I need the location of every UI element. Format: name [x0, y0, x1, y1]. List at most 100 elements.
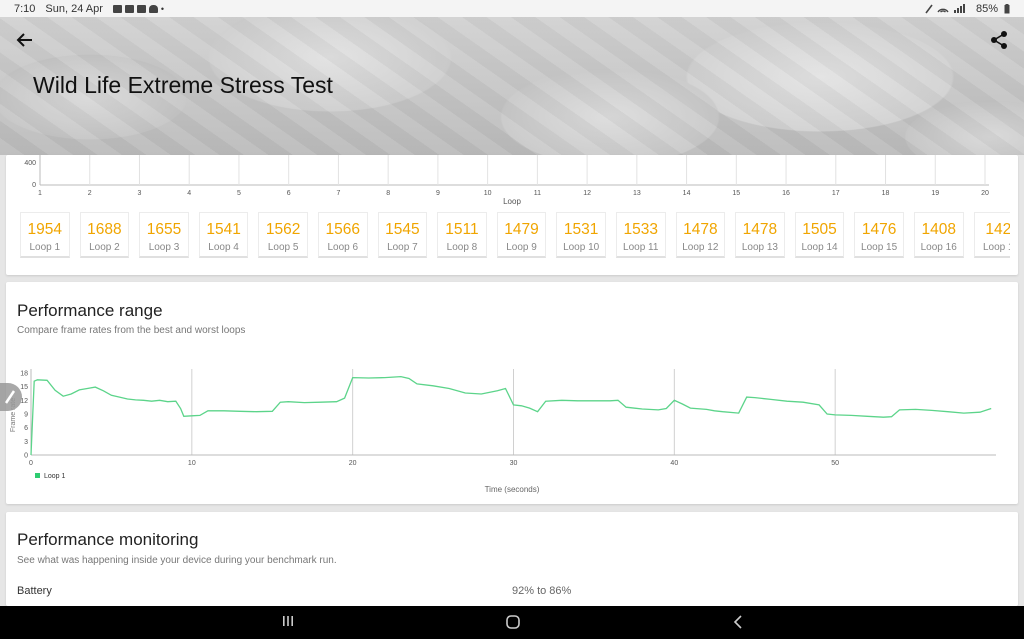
loop-label: Loop 8 [446, 242, 478, 253]
x-tick-label: 1 [38, 190, 42, 197]
loop-score: 1505 [802, 221, 837, 238]
y-tick-label: 400 [24, 160, 36, 167]
loop-score: 1545 [385, 221, 420, 238]
loop-tile[interactable]: 1505 Loop 14 [794, 212, 845, 258]
x-tick-label: 11 [534, 190, 541, 197]
x-tick-label: 8 [386, 190, 390, 197]
section-title: Performance range [17, 301, 163, 320]
loop-tile[interactable]: 1408 Loop 16 [913, 212, 964, 258]
x-tick-label: 17 [832, 190, 840, 197]
loop-label: Loop 7 [387, 242, 418, 253]
loop-tile[interactable]: 1478 Loop 13 [735, 212, 785, 258]
x-tick-label: 10 [188, 460, 196, 467]
loop-tile[interactable]: 1545 Loop 7 [377, 212, 428, 258]
chevron-left-icon [733, 615, 742, 629]
pencil-icon [4, 390, 16, 404]
x-tick-label: 30 [510, 460, 518, 467]
cloud-icon [148, 4, 158, 13]
loop-tile[interactable]: 1531 Loop 10 [556, 212, 606, 258]
section-title: Performance monitoring [17, 530, 199, 549]
loop-tile[interactable]: 142 Loop 1 [973, 212, 1010, 258]
loop-label: Loop 1 [29, 242, 61, 253]
x-tick-label: 4 [187, 190, 191, 197]
x-tick-label: 18 [882, 190, 890, 197]
status-dot: • [160, 3, 165, 14]
legend-swatch [35, 473, 40, 478]
status-date: Sun, 24 Apr [45, 2, 103, 15]
loop-label: Loop 3 [148, 242, 180, 253]
loop-score: 1478 [683, 221, 718, 238]
edge-panel-handle[interactable] [0, 383, 22, 411]
section-subtitle: See what was happening inside your devic… [17, 555, 337, 566]
loop-score: 1533 [623, 221, 658, 238]
loop-tile[interactable]: 1954 Loop 1 [20, 212, 70, 258]
y-tick-label: 3 [24, 439, 28, 446]
page-title: Wild Life Extreme Stress Test [33, 72, 333, 98]
x-tick-label: 0 [29, 460, 33, 467]
status-time: 7:10 [14, 2, 36, 15]
loop-label: Loop 14 [801, 242, 838, 253]
x-tick-label: 9 [436, 190, 440, 197]
arrow-left-icon [16, 33, 32, 47]
back-button[interactable] [14, 29, 36, 51]
loop-tile[interactable]: 1479 Loop 9 [496, 212, 547, 258]
section-subtitle: Compare frame rates from the best and wo… [17, 325, 246, 336]
loop-label: Loop 12 [682, 242, 719, 253]
loop-score: 1408 [921, 221, 956, 238]
recent-apps-button[interactable] [281, 614, 295, 632]
status-bar: 7:10 Sun, 24 Apr • 85% [0, 0, 1024, 17]
loop-tile[interactable]: 1655 Loop 3 [139, 212, 189, 258]
loop-tile[interactable]: 1562 Loop 5 [258, 212, 308, 258]
x-axis-label: Time (seconds) [485, 485, 540, 494]
share-icon [991, 31, 1007, 49]
performance-range-card: Performance range Compare frame rates fr… [6, 282, 1018, 504]
y-tick-label: 15 [20, 384, 28, 391]
image-icon [112, 4, 122, 13]
x-tick-label: 7 [336, 190, 340, 197]
x-tick-label: 5 [237, 190, 241, 197]
loop-tile[interactable]: 1541 Loop 4 [198, 212, 249, 258]
loop-score: 1479 [504, 221, 539, 238]
x-tick-label: 20 [981, 190, 989, 197]
performance-monitoring-card: Performance monitoring See what was happ… [6, 512, 1018, 606]
loop-tile[interactable]: 1511 Loop 8 [437, 212, 487, 258]
y-tick-label: 0 [32, 182, 36, 189]
loop-label: Loop 16 [920, 242, 957, 253]
loop-label: Loop 11 [623, 242, 659, 253]
loop-score: 1655 [146, 221, 182, 238]
loop-tile[interactable]: 1476 Loop 15 [854, 212, 904, 258]
loop-label: Loop 6 [327, 242, 359, 253]
series-line [30, 375, 992, 456]
y-tick-label: 0 [24, 453, 28, 460]
loop-score: 142 [985, 221, 1010, 238]
loop-score: 1562 [265, 221, 301, 238]
x-tick-label: 2 [88, 190, 92, 197]
home-icon [506, 615, 520, 629]
y-tick-label: 6 [24, 425, 28, 432]
x-tick-label: 16 [782, 190, 790, 197]
loop-tile[interactable]: 1533 Loop 11 [615, 212, 666, 258]
loop-score: 1531 [563, 221, 599, 238]
x-tick-label: 14 [683, 190, 691, 197]
loop-tile[interactable]: 1688 Loop 2 [79, 212, 130, 258]
share-button[interactable] [988, 29, 1010, 51]
x-axis-label: Loop [503, 197, 521, 206]
loop-score: 1688 [87, 221, 122, 238]
youtube-icon [124, 4, 134, 13]
navigation-bar [0, 606, 1024, 639]
notification-icons: • [112, 3, 165, 14]
battery-icon [1004, 3, 1010, 13]
loop-score: 1954 [27, 221, 63, 238]
loop-tile[interactable]: 1566 Loop 6 [317, 212, 368, 258]
y-axis-label: Frame rate [10, 398, 17, 432]
x-tick-label: 3 [138, 190, 142, 197]
loop-tile[interactable]: 1478 Loop 12 [675, 212, 726, 258]
x-tick-label: 15 [732, 190, 740, 197]
home-button[interactable] [505, 614, 521, 632]
x-tick-label: 6 [287, 190, 291, 197]
x-tick-label: 50 [831, 460, 839, 467]
back-nav-button[interactable] [731, 614, 745, 632]
loop-score-list[interactable]: 1954 Loop 1 1688 Loop 2 1655 Loop 3 1541 Loop 4… [20, 212, 1010, 258]
loop-label: Loop 13 [741, 242, 778, 253]
